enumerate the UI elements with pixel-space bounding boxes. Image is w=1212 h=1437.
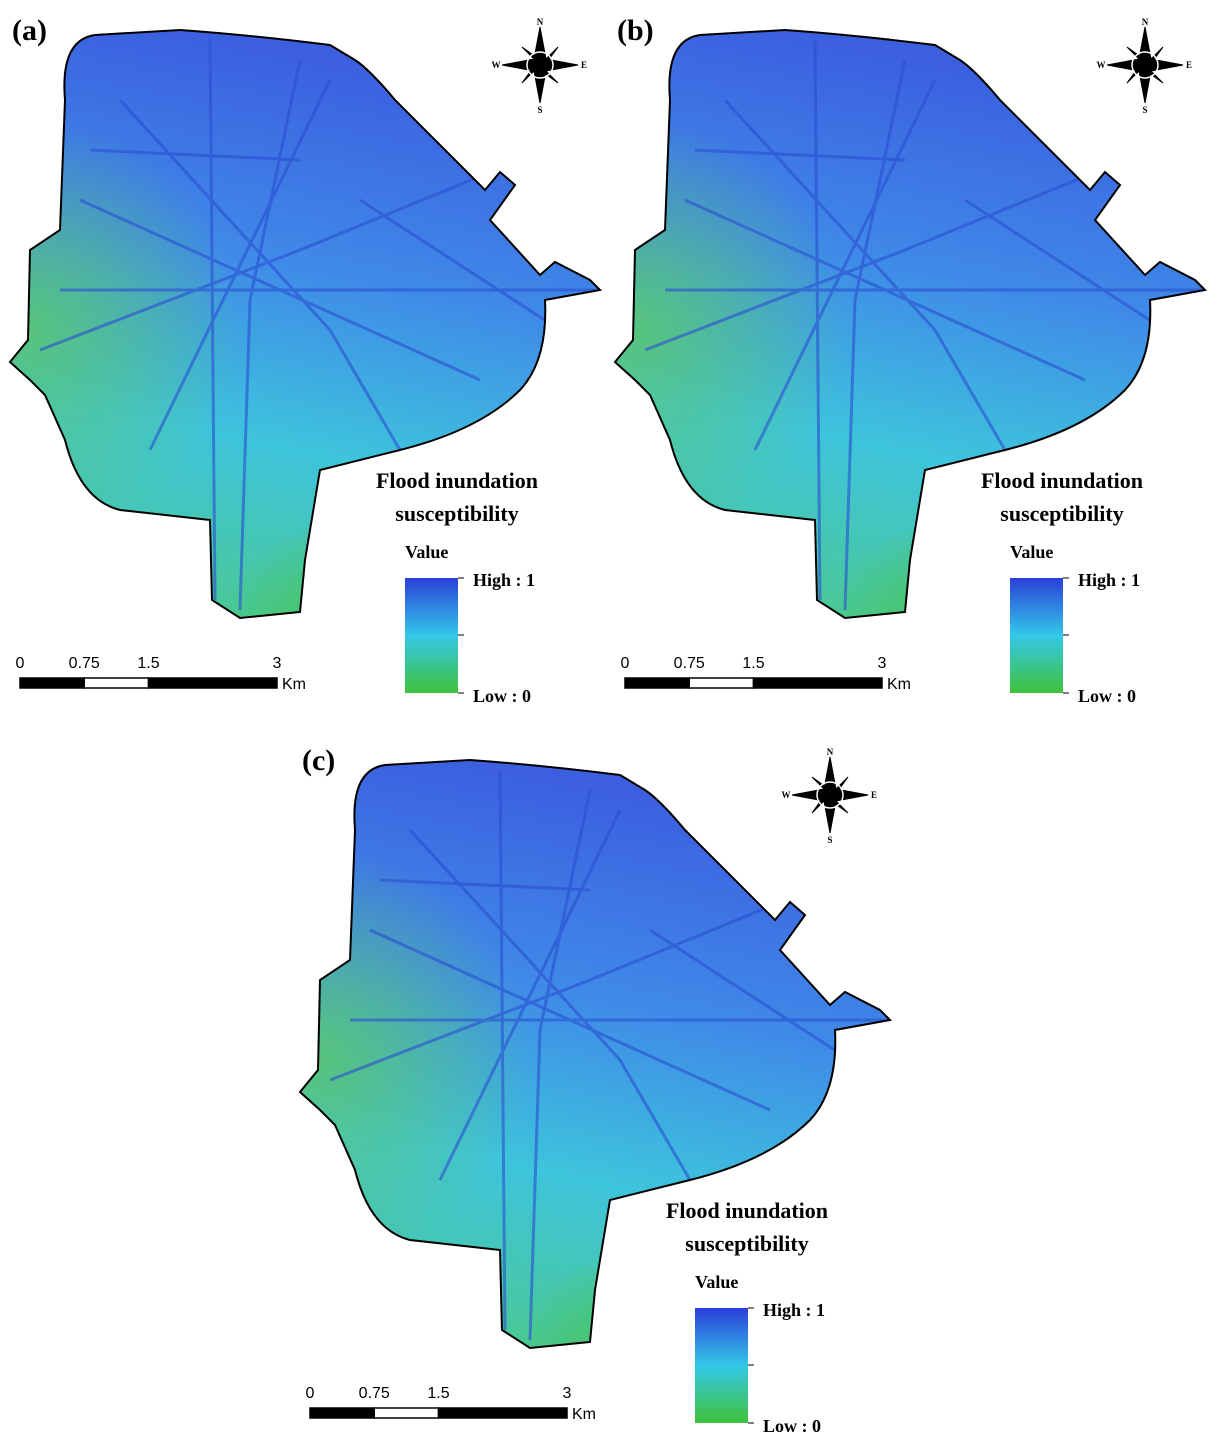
scale-label: 3 bbox=[563, 1385, 572, 1402]
legend-ramp bbox=[405, 578, 458, 693]
compass-e: E bbox=[871, 790, 877, 800]
scale-label: 0 bbox=[306, 1385, 315, 1402]
scale-unit: Km bbox=[572, 1406, 596, 1423]
scale-unit: Km bbox=[887, 676, 911, 693]
legend-high: High : 1 bbox=[763, 1300, 825, 1320]
scale-segment bbox=[84, 678, 148, 688]
scale-label: 0 bbox=[621, 655, 630, 672]
panel-label: (a) bbox=[12, 14, 47, 47]
compass-n: N bbox=[1142, 17, 1149, 27]
figure: (a) N S E W Flood inundation susceptibility Val… bbox=[0, 0, 1212, 1437]
susceptibility-map bbox=[290, 760, 890, 1360]
legend-title: Flood inundation bbox=[666, 1198, 828, 1223]
north-arrow: N S E W bbox=[492, 17, 588, 115]
compass-n: N bbox=[537, 17, 544, 27]
legend-high: High : 1 bbox=[473, 570, 535, 590]
panel-label: (b) bbox=[617, 14, 654, 47]
susceptibility-map bbox=[605, 30, 1205, 630]
scale-segment bbox=[625, 678, 689, 688]
scale-label: 0.75 bbox=[674, 655, 705, 672]
legend-title: susceptibility bbox=[685, 1231, 808, 1256]
panel-label: (c) bbox=[302, 744, 335, 777]
legend-field: Value bbox=[405, 542, 448, 562]
scale-unit: Km bbox=[282, 676, 306, 693]
scale-segment bbox=[149, 678, 278, 688]
scale-segment bbox=[374, 1408, 438, 1418]
map-panel: (a) N S E W Flood inundation susceptibility Val… bbox=[0, 14, 600, 706]
compass-s: S bbox=[537, 105, 542, 115]
legend-title: Flood inundation bbox=[981, 468, 1143, 493]
legend-low: Low : 0 bbox=[473, 686, 531, 706]
scale-segment bbox=[310, 1408, 374, 1418]
compass-n: N bbox=[827, 747, 834, 757]
scale-label: 0.75 bbox=[359, 1385, 390, 1402]
scale-label: 0 bbox=[16, 655, 25, 672]
map-panel: (b) N S E W Flood inundation susceptibility Val… bbox=[605, 14, 1205, 706]
legend-high: High : 1 bbox=[1078, 570, 1140, 590]
legend-title: susceptibility bbox=[395, 501, 518, 526]
susceptibility-map bbox=[0, 30, 600, 630]
scale-label: 3 bbox=[273, 655, 282, 672]
north-arrow: N S E W bbox=[1097, 17, 1193, 115]
scale-label: 1.5 bbox=[742, 655, 764, 672]
scale-label: 0.75 bbox=[69, 655, 100, 672]
compass-star bbox=[792, 757, 868, 833]
scale-segment bbox=[754, 678, 883, 688]
legend-title: susceptibility bbox=[1000, 501, 1123, 526]
scale-label: 1.5 bbox=[137, 655, 159, 672]
compass-e: E bbox=[1186, 60, 1192, 70]
scale-segment bbox=[20, 678, 84, 688]
map-panel: (c) N S E W Flood inundation susceptibility Val… bbox=[290, 744, 890, 1436]
compass-w: W bbox=[1097, 60, 1106, 70]
compass-s: S bbox=[827, 835, 832, 845]
scale-label: 3 bbox=[878, 655, 887, 672]
scale-label: 1.5 bbox=[427, 1385, 449, 1402]
compass-star bbox=[502, 27, 578, 103]
scale-segment bbox=[689, 678, 753, 688]
legend-ramp bbox=[1010, 578, 1063, 693]
legend-title: Flood inundation bbox=[376, 468, 538, 493]
legend-ramp bbox=[695, 1308, 748, 1423]
compass-s: S bbox=[1142, 105, 1147, 115]
compass-w: W bbox=[782, 790, 791, 800]
legend-field: Value bbox=[1010, 542, 1053, 562]
compass-w: W bbox=[492, 60, 501, 70]
compass-star bbox=[1107, 27, 1183, 103]
scale-segment bbox=[439, 1408, 568, 1418]
legend-low: Low : 0 bbox=[763, 1416, 821, 1436]
compass-e: E bbox=[581, 60, 587, 70]
legend-low: Low : 0 bbox=[1078, 686, 1136, 706]
north-arrow: N S E W bbox=[782, 747, 878, 845]
legend-field: Value bbox=[695, 1272, 738, 1292]
